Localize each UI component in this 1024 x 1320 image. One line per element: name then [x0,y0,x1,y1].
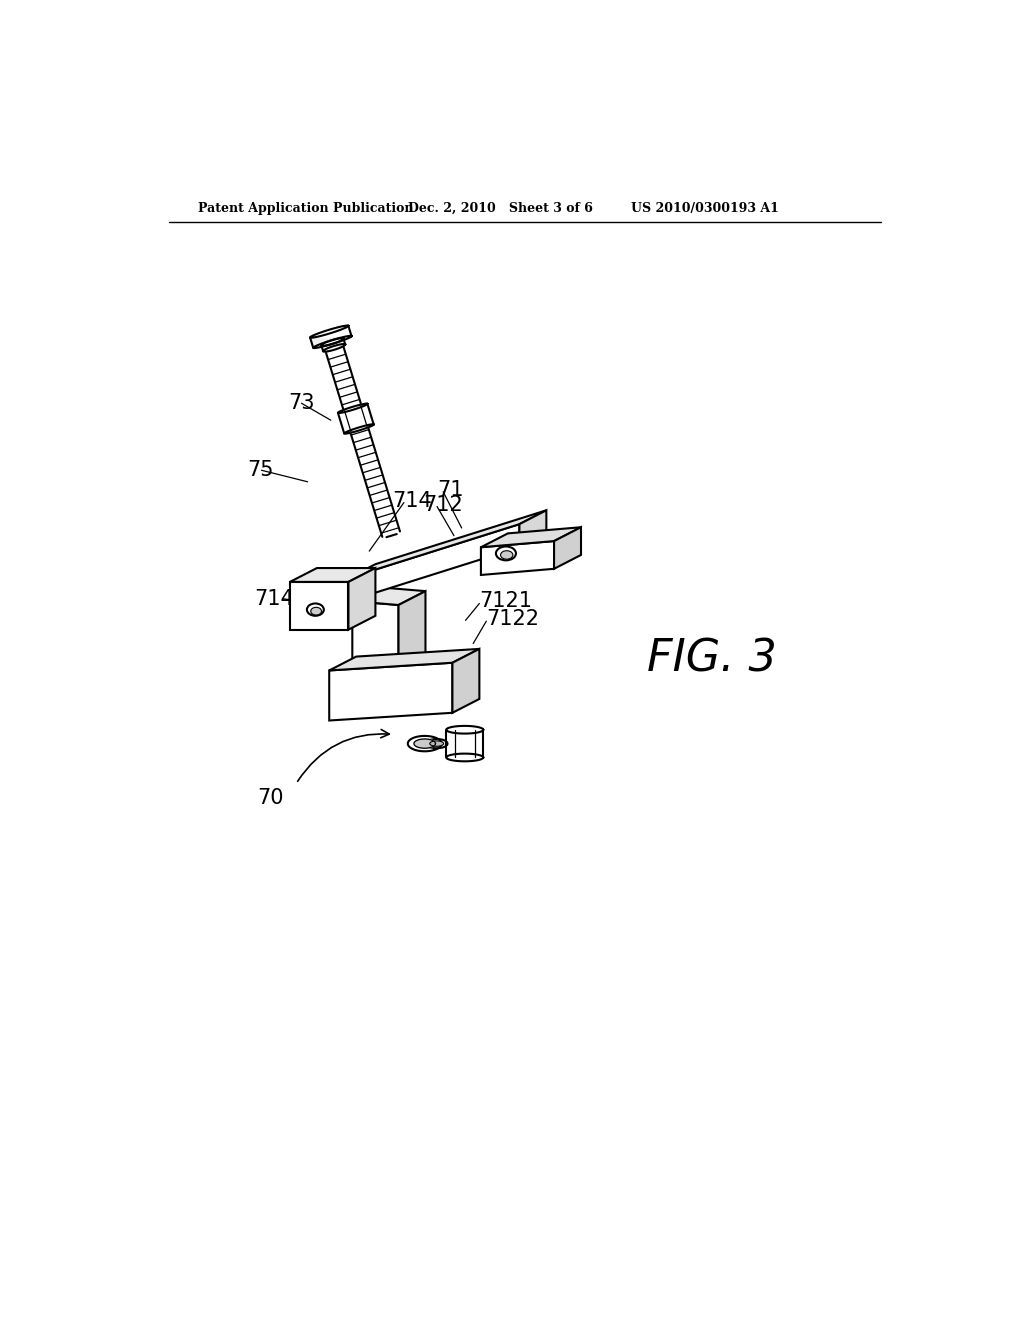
Text: 7141: 7141 [254,589,307,609]
Ellipse shape [430,741,443,746]
Polygon shape [352,601,398,671]
Polygon shape [338,404,374,433]
Polygon shape [344,424,374,434]
Polygon shape [290,582,348,630]
Text: 75: 75 [248,461,274,480]
Polygon shape [348,524,519,601]
Polygon shape [352,587,425,605]
Ellipse shape [310,607,322,615]
Text: 7122: 7122 [486,609,540,628]
Polygon shape [324,345,345,351]
Polygon shape [290,568,376,582]
Text: Dec. 2, 2010   Sheet 3 of 6: Dec. 2, 2010 Sheet 3 of 6 [408,202,593,215]
Polygon shape [338,404,368,413]
Ellipse shape [496,546,516,561]
Polygon shape [313,335,351,348]
Ellipse shape [501,550,513,560]
Polygon shape [310,326,351,348]
Polygon shape [414,739,435,748]
Polygon shape [446,726,483,734]
Polygon shape [519,511,547,548]
Polygon shape [322,338,343,346]
Polygon shape [348,511,547,578]
Text: 70: 70 [258,788,284,808]
Polygon shape [408,737,441,751]
Polygon shape [554,527,581,569]
Polygon shape [385,531,396,537]
Text: 712: 712 [423,495,463,515]
Polygon shape [348,568,376,630]
Polygon shape [453,649,479,713]
Text: US 2010/0300193 A1: US 2010/0300193 A1 [631,202,779,215]
Text: FIG. 3: FIG. 3 [647,638,777,680]
Ellipse shape [426,739,447,748]
Polygon shape [446,754,483,762]
Polygon shape [310,326,351,347]
Polygon shape [330,649,479,671]
Polygon shape [481,527,581,548]
Text: Patent Application Publication: Patent Application Publication [199,202,414,215]
Polygon shape [330,663,453,721]
Text: 7121: 7121 [479,591,532,611]
Polygon shape [310,326,348,338]
Ellipse shape [307,603,324,616]
Text: 73: 73 [289,393,315,413]
Text: 714: 714 [392,491,432,511]
Polygon shape [481,541,554,576]
Polygon shape [398,591,425,671]
Text: 71: 71 [437,479,464,499]
